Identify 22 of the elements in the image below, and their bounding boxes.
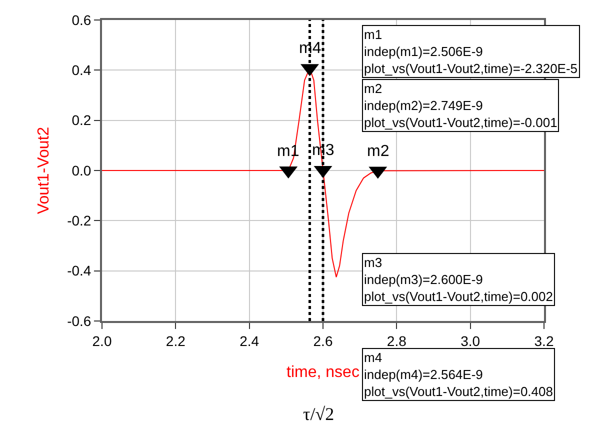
y-tick-label: 0.4 — [72, 62, 92, 78]
x-tick-label: 2.6 — [313, 332, 333, 349]
annotation: m2 indep(m2)=2.749E-9 plot_vs(Vout1-Vout2,time)=-0.001 — [364, 81, 558, 130]
x-tick-label: 3.0 — [460, 332, 480, 349]
x-tick-label: 3.2 — [534, 332, 554, 349]
annotation: m2 — [367, 143, 390, 160]
y-tick-label: 0.0 — [72, 162, 92, 178]
x-tick-label: 2.8 — [386, 332, 407, 349]
y-tick-label: -0.6 — [67, 312, 92, 329]
x-tick-label: 2.2 — [166, 332, 186, 349]
annotation: m4 — [299, 40, 322, 57]
text: m4 indep(m4)=2.564E-9 plot_vs(Vout1-Vout2,time)=0.408 — [364, 350, 553, 399]
x-axis-title: time, nsec — [286, 364, 360, 381]
text: τ/√2 — [303, 404, 334, 424]
y-axis-title: Vout1-Vout2 — [35, 126, 52, 214]
y-tick-label: 0.6 — [72, 12, 92, 28]
y-tick-label: 0.2 — [72, 112, 92, 128]
x-tick-label: 2.0 — [92, 332, 112, 349]
x-tick-label: 2.4 — [240, 332, 260, 349]
annotation: m3 indep(m3)=2.600E-9 plot_vs(Vout1-Vout2,time)=0.002 — [364, 255, 553, 304]
y-tick-label: -0.4 — [67, 262, 92, 279]
y-tick-label: -0.2 — [67, 212, 92, 229]
